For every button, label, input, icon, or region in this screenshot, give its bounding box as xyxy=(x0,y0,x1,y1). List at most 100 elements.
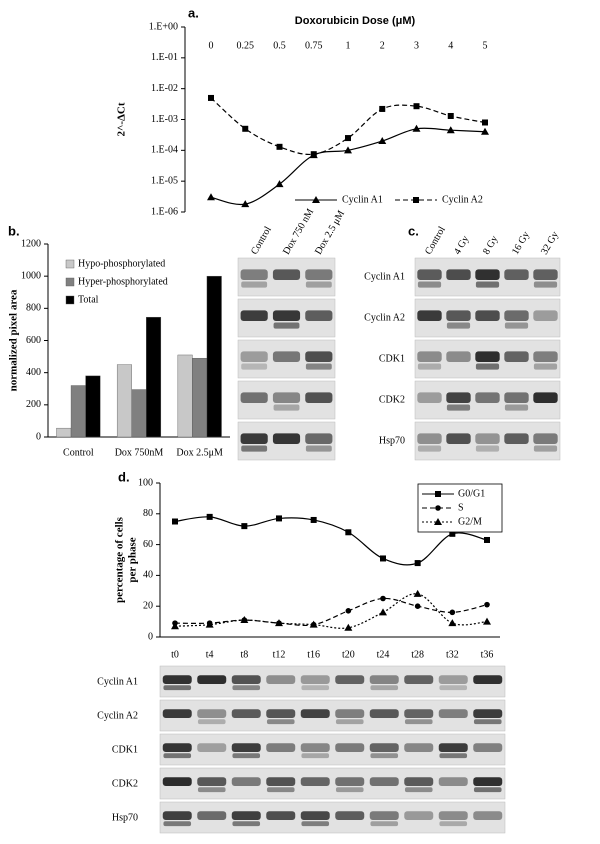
bar xyxy=(85,375,101,438)
blot-band xyxy=(475,445,500,452)
blot-band xyxy=(335,709,365,718)
blot-band xyxy=(197,811,227,820)
row-label: CDK1 xyxy=(379,353,405,364)
blot-band xyxy=(475,363,500,370)
y-tick-label: 1.E-01 xyxy=(151,52,178,63)
x-tick-label: 0.75 xyxy=(305,40,323,51)
marker xyxy=(310,151,317,158)
legend-label: Total xyxy=(78,294,99,305)
y-tick-label: 80 xyxy=(143,508,153,519)
blot-band xyxy=(473,777,503,786)
series-line xyxy=(174,516,488,566)
x-tick-label: t4 xyxy=(206,649,214,660)
x-tick-label: t36 xyxy=(481,649,494,660)
blot-band xyxy=(446,433,471,445)
marker xyxy=(344,623,353,631)
blot-band xyxy=(162,675,192,684)
lane-label: 4 Gy xyxy=(452,234,471,257)
blot-band xyxy=(301,685,330,691)
blot-band xyxy=(439,685,468,691)
marker xyxy=(345,135,351,142)
blot-band xyxy=(446,269,471,281)
blot-band xyxy=(305,351,333,363)
blot-band xyxy=(404,811,434,820)
legend-label: G0/G1 xyxy=(458,488,485,499)
blot-band xyxy=(417,269,442,281)
blot-band xyxy=(369,675,399,684)
x-tick-label: t12 xyxy=(273,649,286,660)
blot-band xyxy=(439,821,468,827)
marker xyxy=(345,529,352,536)
blot-band xyxy=(533,351,558,363)
row-label: Cyclin A2 xyxy=(97,710,138,721)
marker xyxy=(448,619,457,627)
panel-label: d. xyxy=(118,469,130,484)
legend-swatch xyxy=(65,277,75,287)
bar xyxy=(146,316,162,438)
blot-band xyxy=(231,675,261,684)
blot-band xyxy=(533,310,558,322)
y-tick-label: 1.E-03 xyxy=(151,114,178,125)
blot-band xyxy=(163,753,192,759)
blot-band xyxy=(335,743,365,752)
blot-band xyxy=(240,433,268,445)
marker xyxy=(240,616,249,624)
lane-label: 8 Gy xyxy=(481,234,500,257)
row-label: Cyclin A1 xyxy=(364,271,405,282)
blot-band xyxy=(240,310,268,322)
marker xyxy=(483,617,491,625)
marker xyxy=(275,619,283,627)
blot-band xyxy=(504,322,529,329)
marker xyxy=(345,608,352,614)
marker xyxy=(380,595,386,602)
x-tick-label: 1 xyxy=(346,40,351,51)
blot-band xyxy=(446,404,471,411)
blot-band xyxy=(197,719,226,725)
x-tick-label: t20 xyxy=(342,649,355,660)
bar xyxy=(192,357,208,438)
blot-band xyxy=(473,675,503,684)
marker xyxy=(312,196,320,203)
row-label: CDK1 xyxy=(112,744,138,755)
blot-band xyxy=(301,821,330,827)
lane-label: Dox 2.5 μM xyxy=(313,209,347,257)
blot-band xyxy=(446,322,471,329)
blot-band xyxy=(266,811,296,820)
row-label: CDK2 xyxy=(379,394,405,405)
marker xyxy=(413,197,419,203)
blot-band xyxy=(504,404,529,411)
blot-band xyxy=(162,709,192,718)
panel-label: c. xyxy=(408,223,419,238)
blot-band xyxy=(305,269,333,281)
series-line xyxy=(174,597,488,627)
marker xyxy=(446,126,455,134)
y-tick-label: 0 xyxy=(36,431,41,442)
x-tick-label: 4 xyxy=(448,40,453,51)
marker xyxy=(484,536,490,543)
marker xyxy=(206,513,213,520)
blot-band xyxy=(438,743,468,752)
blot-band xyxy=(475,310,500,322)
y-tick-label: 400 xyxy=(26,367,41,378)
row-label: Cyclin A2 xyxy=(364,312,405,323)
lane-label: 16 Gy xyxy=(510,230,532,257)
row-label: Hsp70 xyxy=(379,435,405,446)
blot-band xyxy=(305,281,332,288)
marker xyxy=(449,609,456,616)
x-tick-label: t28 xyxy=(411,649,424,660)
x-tick-label: Dox 2.5μM xyxy=(176,447,223,458)
blot-band xyxy=(300,811,330,820)
blot-band xyxy=(162,777,192,786)
blot-band xyxy=(504,351,529,363)
blot-band xyxy=(417,392,442,404)
marker xyxy=(413,589,422,597)
legend-label: S xyxy=(458,502,464,513)
blot-band xyxy=(197,709,227,718)
x-axis-label: Doxorubicin Dose (μM) xyxy=(295,15,416,27)
blot-band xyxy=(197,787,226,793)
x-tick-label: 3 xyxy=(414,40,419,51)
blot-band xyxy=(305,445,332,452)
blot-band xyxy=(241,363,268,370)
blot-band xyxy=(305,310,333,322)
marker xyxy=(412,124,421,132)
